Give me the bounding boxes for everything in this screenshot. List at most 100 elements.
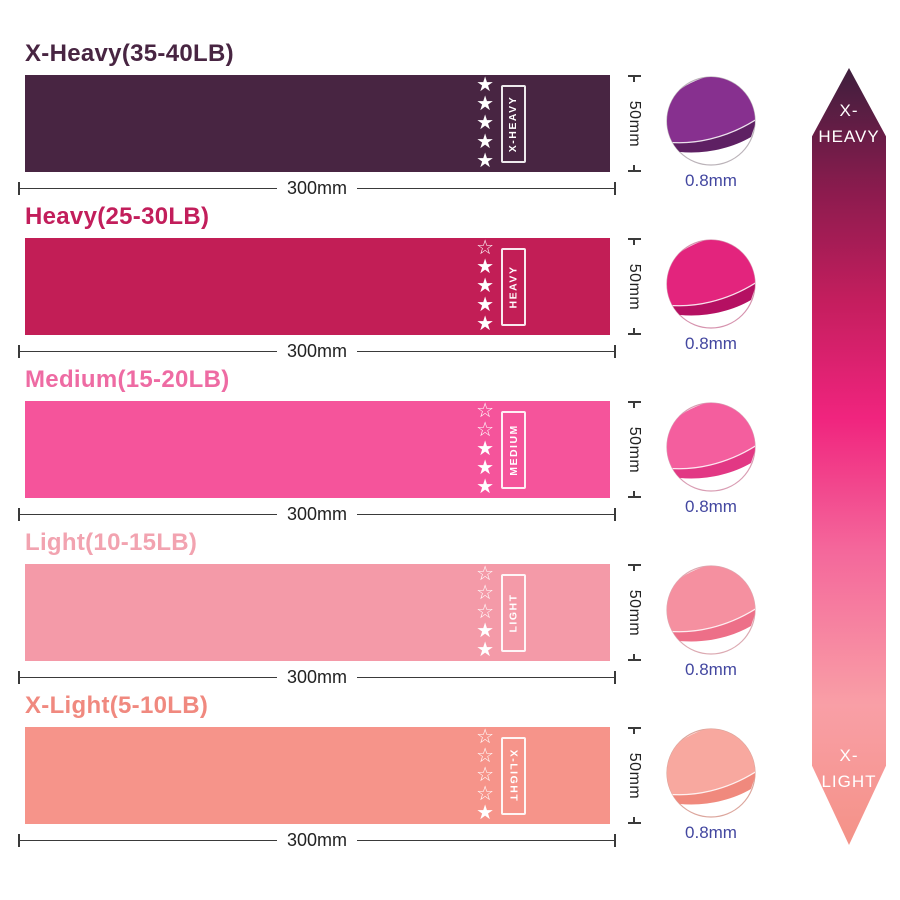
strength-label: X-HEAVY <box>507 95 520 152</box>
star-icon: ★ <box>476 131 494 154</box>
thickness-label: 0.8mm <box>685 660 737 679</box>
strength-label-box: HEAVY <box>501 247 526 326</box>
dimension-stem <box>633 328 635 333</box>
band-title: X-Heavy(35-40LB) <box>25 40 234 67</box>
dimension-line <box>20 187 277 190</box>
star-rating: ☆ ★ ★ ★ ★ <box>476 237 494 336</box>
dimension-line <box>20 839 277 842</box>
width-dimension-label: 300mm <box>286 504 348 524</box>
dimension-tick <box>627 727 641 729</box>
band-section-x-heavy: X-Heavy(35-40LB) ★ ★ ★ ★ ★ X-HEAVY <box>0 40 780 198</box>
height-dimension-label: 50mm <box>626 263 644 310</box>
arrow-top-label: X- HEAVY <box>812 98 886 150</box>
dimension-stem <box>633 240 635 245</box>
strength-label-box: X-HEAVY <box>501 84 526 163</box>
band-markings: ☆ ☆ ☆ ☆ ★ X-LIGHT <box>476 726 526 825</box>
band-swatch: ☆ ★ ★ ★ ★ HEAVY <box>25 237 610 336</box>
band-section-medium: Medium(15-20LB) ☆ ☆ ★ ★ ★ MEDIUM <box>0 366 780 524</box>
band-row: ★ ★ ★ ★ ★ X-HEAVY 50mm <box>25 73 780 190</box>
dimension-tick <box>627 75 641 77</box>
width-dimension: 300mm <box>18 504 616 524</box>
star-icon: ★ <box>476 274 494 297</box>
dimension-stem <box>633 566 635 571</box>
height-dimension: 50mm <box>619 727 649 824</box>
height-dimension-text-wrap: 50mm <box>611 408 657 491</box>
band-markings: ★ ★ ★ ★ ★ X-HEAVY <box>476 73 526 172</box>
band-markings: ☆ ★ ★ ★ ★ HEAVY <box>476 237 526 336</box>
folded-band-photo <box>666 239 756 329</box>
dimension-line <box>20 513 277 516</box>
band-title: X-Light(5-10LB) <box>25 692 209 719</box>
star-icon: ★ <box>476 73 494 96</box>
dimension-line <box>357 350 614 353</box>
star-rating: ★ ★ ★ ★ ★ <box>476 73 494 172</box>
dimension-line <box>357 839 614 842</box>
star-icon: ★ <box>476 294 494 317</box>
band-swatch: ☆ ☆ ☆ ☆ ★ X-LIGHT <box>25 726 610 825</box>
star-icon: ☆ <box>476 581 494 604</box>
dimension-tick <box>627 333 641 335</box>
thickness-thumb: 0.8mm <box>663 727 759 842</box>
star-icon: ★ <box>476 255 494 278</box>
thickness-label: 0.8mm <box>685 497 737 516</box>
band-section-heavy: Heavy(25-30LB) ☆ ★ ★ ★ ★ HEAVY <box>0 203 780 361</box>
star-icon: ☆ <box>476 744 494 767</box>
star-icon: ☆ <box>476 600 494 623</box>
dimension-tick <box>627 238 641 240</box>
dimension-tick <box>627 170 641 172</box>
width-dimension: 300mm <box>18 667 616 687</box>
height-dimension: 50mm <box>619 75 649 172</box>
width-dimension-label: 300mm <box>286 667 348 687</box>
dimension-stem <box>633 729 635 734</box>
strength-label: LIGHT <box>507 593 520 632</box>
thickness-label: 0.8mm <box>685 334 737 353</box>
height-dimension-label: 50mm <box>626 589 644 636</box>
strength-label-box: MEDIUM <box>501 410 526 489</box>
width-dimension-label: 300mm <box>286 341 348 361</box>
band-list: X-Heavy(35-40LB) ★ ★ ★ ★ ★ X-HEAVY <box>0 40 780 855</box>
band-title: Light(10-15LB) <box>25 529 198 556</box>
band-swatch: ★ ★ ★ ★ ★ X-HEAVY <box>25 73 610 172</box>
star-icon: ★ <box>476 92 494 115</box>
height-dimension-label: 50mm <box>626 100 644 147</box>
band-title: Heavy(25-30LB) <box>25 203 210 230</box>
strength-gradient-arrow: X- HEAVY X- LIGHT <box>812 68 886 845</box>
thickness-thumb: 0.8mm <box>663 75 759 190</box>
dimension-stem <box>633 403 635 408</box>
height-dimension-label: 50mm <box>626 426 644 473</box>
star-icon: ★ <box>476 457 494 480</box>
star-icon: ☆ <box>476 783 494 806</box>
star-icon: ★ <box>476 802 494 825</box>
strength-label: HEAVY <box>507 265 520 308</box>
dimension-tick <box>18 834 20 847</box>
dimension-tick <box>614 671 616 684</box>
height-dimension-text-wrap: 50mm <box>611 82 657 165</box>
dimension-tick <box>627 822 641 824</box>
arrow-bottom-label: X- LIGHT <box>812 743 886 795</box>
folded-band-photo <box>666 728 756 818</box>
star-icon: ☆ <box>476 562 494 585</box>
arrow-top-label-line1: X- <box>839 101 859 120</box>
star-icon: ★ <box>476 437 494 460</box>
strength-label-box: X-LIGHT <box>501 736 526 815</box>
band-row: ☆ ☆ ☆ ★ ★ LIGHT 50mm <box>25 562 780 679</box>
dimension-stem <box>633 491 635 496</box>
star-icon: ★ <box>476 111 494 134</box>
folded-band-photo <box>666 76 756 166</box>
star-icon: ★ <box>476 313 494 336</box>
dimension-line <box>357 676 614 679</box>
width-dimension-label: 300mm <box>286 178 348 198</box>
dimension-line <box>20 676 277 679</box>
folded-band-photo <box>666 565 756 655</box>
band-markings: ☆ ☆ ☆ ★ ★ LIGHT <box>476 562 526 661</box>
star-rating: ☆ ☆ ★ ★ ★ <box>476 400 494 498</box>
star-rating: ☆ ☆ ☆ ☆ ★ <box>476 726 494 825</box>
width-dimension: 300mm <box>18 341 616 361</box>
star-icon: ☆ <box>476 763 494 786</box>
star-icon: ☆ <box>476 418 494 441</box>
width-dimension: 300mm <box>18 178 616 198</box>
height-dimension-text-wrap: 50mm <box>611 734 657 817</box>
star-icon: ★ <box>476 620 494 643</box>
dimension-tick <box>627 659 641 661</box>
dimension-tick <box>627 564 641 566</box>
